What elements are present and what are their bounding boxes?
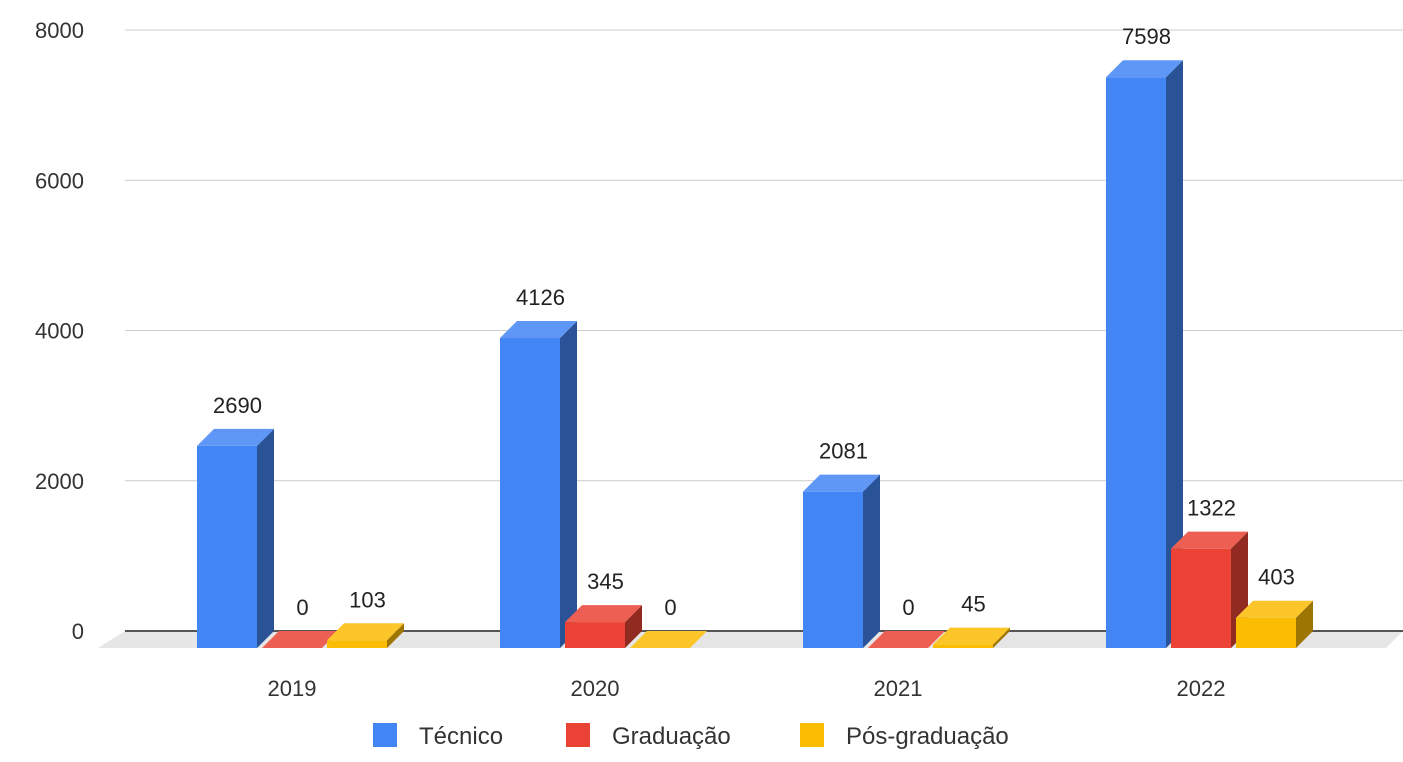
y-tick-label: 8000 — [35, 18, 84, 43]
data-label: 2690 — [213, 393, 262, 418]
bar-top — [1106, 60, 1183, 78]
chart-floor — [98, 631, 1403, 648]
bar-side — [1296, 600, 1313, 648]
legend-swatch — [566, 723, 590, 747]
y-axis: 0 2000 4000 6000 8000 — [35, 18, 84, 644]
legend-swatch — [373, 723, 397, 747]
bar-side — [387, 623, 404, 648]
bar-front — [197, 445, 257, 648]
bar — [1106, 60, 1183, 648]
bar-side — [1166, 60, 1183, 648]
data-label: 0 — [296, 595, 308, 620]
bar-front — [1106, 77, 1166, 648]
bar-top — [500, 321, 577, 339]
bar — [500, 321, 577, 648]
legend-item: Pós-graduação — [800, 723, 1009, 750]
y-tick-label: 0 — [72, 619, 84, 644]
legend-label: Pós-graduação — [846, 723, 1009, 750]
bar — [803, 474, 880, 648]
bar — [565, 605, 642, 648]
y-tick-label: 4000 — [35, 319, 84, 344]
bar-top — [197, 428, 274, 446]
bar — [262, 631, 339, 649]
x-axis: 2019 2020 2021 2022 — [268, 676, 1226, 701]
x-tick-label: 2020 — [571, 676, 620, 701]
bar-top — [327, 623, 404, 641]
y-tick-label: 2000 — [35, 469, 84, 494]
floor-plane — [98, 631, 1403, 648]
bar-side — [625, 605, 642, 648]
bars — [197, 60, 1313, 649]
data-label: 1322 — [1187, 496, 1236, 521]
bar-front — [1236, 617, 1296, 648]
data-label: 345 — [587, 569, 624, 594]
bar-side — [257, 428, 274, 648]
bar-top — [630, 631, 707, 648]
bar — [197, 428, 274, 648]
data-label: 403 — [1258, 565, 1295, 590]
legend: Técnico Graduação Pós-graduação — [373, 723, 1009, 750]
data-label: 0 — [664, 595, 676, 620]
data-label: 2081 — [819, 439, 868, 464]
bar-top — [803, 474, 880, 492]
legend-swatch — [800, 723, 824, 747]
legend-label: Graduação — [612, 723, 731, 750]
bar — [327, 623, 404, 648]
legend-label: Técnico — [419, 723, 503, 750]
x-tick-label: 2022 — [1177, 676, 1226, 701]
x-tick-label: 2021 — [874, 676, 923, 701]
bar-front — [803, 491, 863, 648]
data-label: 0 — [902, 595, 914, 620]
bar-front — [565, 622, 625, 648]
legend-item: Técnico — [373, 723, 503, 750]
bar-side — [863, 474, 880, 648]
data-label: 45 — [961, 592, 985, 617]
bar-top — [262, 631, 339, 648]
bar-top — [1236, 600, 1313, 618]
bar — [630, 631, 707, 649]
bar — [1236, 600, 1313, 648]
y-tick-label: 6000 — [35, 168, 84, 193]
bar-front — [1171, 548, 1231, 648]
bar-side — [993, 627, 1010, 648]
bar — [933, 627, 1010, 648]
bar-top — [868, 631, 945, 648]
x-tick-label: 2019 — [268, 676, 317, 701]
legend-item: Graduação — [566, 723, 731, 750]
bar-front — [933, 644, 993, 648]
data-label: 7598 — [1122, 24, 1171, 49]
bar-top — [565, 605, 642, 623]
bar — [868, 631, 945, 649]
bar-front — [327, 640, 387, 648]
data-labels: 2690 0 103 4126 345 0 2081 0 45 7598 1322 403 — [213, 24, 1295, 620]
data-label: 4126 — [516, 285, 565, 310]
bar-side — [560, 321, 577, 648]
data-label: 103 — [349, 587, 386, 612]
bar-top — [933, 627, 1010, 645]
bar-front — [500, 338, 560, 648]
bar-top — [1171, 531, 1248, 549]
